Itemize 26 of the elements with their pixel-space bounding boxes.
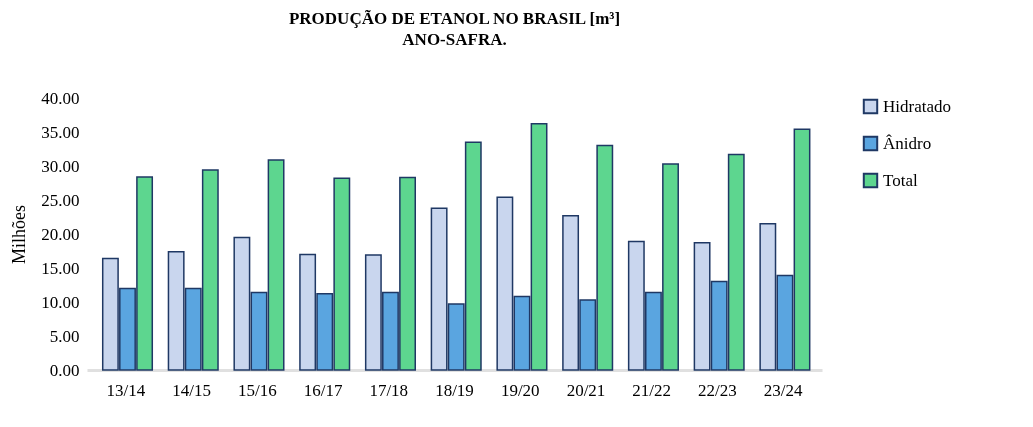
x-tick-label: 16/17 — [303, 380, 343, 400]
x-tick-label: 13/14 — [106, 380, 146, 400]
y-tick-label: 20.00 — [41, 224, 80, 244]
x-tick-label: 22/23 — [698, 380, 737, 400]
y-tick-label: 10.00 — [41, 292, 80, 312]
legend-label: Hidratado — [883, 96, 951, 116]
legend-label: Total — [883, 170, 918, 190]
y-axis-title: Milhões — [9, 204, 30, 265]
y-tick-label: 15.00 — [41, 258, 80, 278]
x-tick-label: 20/21 — [566, 380, 606, 400]
y-tick-label: 5.00 — [49, 326, 80, 346]
chart-title: PRODUÇÃO DE ETANOL NO BRASIL [m³] — [288, 9, 621, 28]
x-tick-label: 19/20 — [500, 380, 540, 400]
x-tick-label: 21/22 — [632, 380, 672, 400]
y-tick-label: 40.00 — [41, 88, 80, 108]
y-tick-label: 0.00 — [49, 360, 80, 380]
x-tick-label: 23/24 — [763, 380, 804, 400]
y-tick-label: 35.00 — [41, 122, 80, 142]
chart-subtitle: ANO-SAFRA. — [402, 30, 507, 49]
y-tick-label: 30.00 — [41, 156, 80, 176]
x-tick-label: 15/16 — [237, 380, 277, 400]
x-tick-label: 17/18 — [369, 380, 409, 400]
legend-label: Ânidro — [883, 133, 932, 153]
x-tick-label: 14/15 — [172, 380, 211, 400]
x-tick-label: 18/19 — [435, 380, 474, 400]
y-tick-label: 25.00 — [41, 190, 80, 210]
